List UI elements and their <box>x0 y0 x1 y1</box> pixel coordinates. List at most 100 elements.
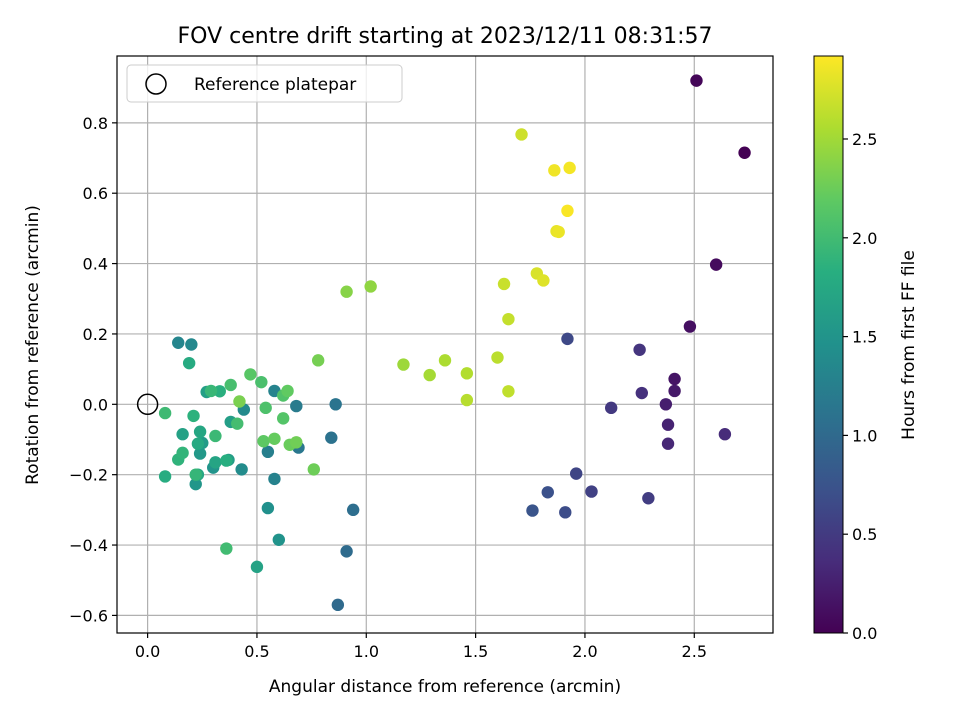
data-point <box>325 431 338 444</box>
x-axis-ticks: 0.0 0.5 1.0 1.5 2.0 2.5 <box>135 633 707 661</box>
data-point <box>561 204 574 218</box>
data-point <box>220 454 233 467</box>
data-point <box>187 409 200 423</box>
data-point <box>209 456 222 469</box>
colorbar-tick-label: 1.0 <box>852 426 877 445</box>
reference-marker-layer <box>136 393 159 416</box>
chart-title: FOV centre drift starting at 2023/12/11 … <box>178 24 713 49</box>
y-tick-label: 0.2 <box>83 325 108 344</box>
data-point <box>331 598 345 612</box>
legend-label: Reference platepar <box>194 75 356 95</box>
data-point <box>244 368 257 381</box>
data-point <box>268 472 281 486</box>
data-point <box>491 351 504 364</box>
data-point <box>570 467 583 480</box>
colorbar-ticks: 0.0 0.5 1.0 1.5 2.0 2.5 <box>843 130 877 643</box>
colorbar-tick-label: 0.0 <box>852 624 877 643</box>
data-point <box>268 432 281 445</box>
data-point <box>460 367 474 380</box>
data-point <box>193 425 207 438</box>
data-point <box>515 128 528 141</box>
colorbar: 0.0 0.5 1.0 1.5 2.0 2.5 Hours from first FF f… <box>813 55 919 643</box>
data-point <box>460 393 474 407</box>
data-point <box>633 343 646 356</box>
y-tick-label: −0.4 <box>69 536 108 555</box>
grid-lines <box>117 56 773 633</box>
legend-reference-marker <box>145 73 167 95</box>
y-tick-label: 0.8 <box>83 114 108 133</box>
data-point <box>255 375 268 389</box>
data-point <box>397 358 410 371</box>
x-tick-label: 0.5 <box>244 642 269 661</box>
data-point <box>209 429 222 443</box>
data-point <box>346 503 360 517</box>
legend-box <box>126 64 403 103</box>
data-point <box>185 338 198 351</box>
data-point <box>189 477 202 491</box>
data-point <box>250 560 264 574</box>
colorbar-tick-label: 2.0 <box>852 229 877 248</box>
data-point <box>311 354 325 367</box>
data-point <box>193 447 207 460</box>
colorbar-gradient <box>813 55 844 634</box>
data-point <box>642 492 655 505</box>
data-point <box>561 332 574 346</box>
colorbar-label: Hours from first FF file <box>899 250 919 440</box>
data-point <box>290 436 303 449</box>
data-point <box>668 372 681 386</box>
data-point <box>176 446 189 460</box>
data-point <box>257 435 270 448</box>
data-point <box>220 542 233 555</box>
x-tick-label: 2.0 <box>572 642 597 661</box>
data-point <box>659 398 673 411</box>
y-tick-label: −0.6 <box>69 606 108 625</box>
y-tick-label: 0.4 <box>83 255 108 274</box>
data-point <box>497 277 511 291</box>
data-point <box>635 386 648 400</box>
x-axis-label: Angular distance from reference (arcmin) <box>269 677 621 697</box>
data-point <box>585 485 598 498</box>
data-point <box>261 501 275 515</box>
data-point <box>176 428 189 441</box>
data-point <box>191 437 205 450</box>
reference-platepar-marker <box>136 393 159 416</box>
colorbar-tick-label: 0.5 <box>852 525 877 544</box>
data-point <box>158 406 172 420</box>
y-tick-label: 0.0 <box>83 395 108 414</box>
data-point <box>340 545 353 558</box>
data-point <box>235 463 248 476</box>
y-axis-ticks: −0.6 −0.4 −0.2 0.0 0.2 0.4 0.6 0.8 <box>69 114 117 625</box>
x-tick-label: 2.5 <box>682 642 707 661</box>
data-point <box>423 368 436 382</box>
data-point <box>204 384 218 398</box>
data-point <box>158 470 172 483</box>
data-point <box>718 428 732 441</box>
data-point <box>709 258 723 271</box>
data-point <box>548 164 561 177</box>
plot-frame <box>116 55 774 634</box>
data-point <box>502 312 515 326</box>
y-tick-label: −0.2 <box>69 466 108 485</box>
data-point <box>604 401 618 415</box>
data-point <box>233 395 246 408</box>
data-point <box>231 417 244 430</box>
data-point <box>224 378 237 392</box>
data-point <box>213 385 226 398</box>
legend: Reference platepar <box>126 64 403 103</box>
data-point <box>182 356 196 370</box>
data-point <box>541 486 554 499</box>
data-point <box>738 146 751 159</box>
data-point <box>189 468 202 481</box>
data-point <box>364 280 377 293</box>
data-point <box>276 412 290 425</box>
data-point <box>661 418 675 431</box>
data-point <box>438 354 452 367</box>
data-point <box>307 463 320 476</box>
colorbar-tick-label: 1.5 <box>852 328 877 347</box>
data-point <box>552 225 565 239</box>
data-point <box>261 445 275 459</box>
data-point <box>661 437 675 450</box>
data-point <box>502 385 515 398</box>
x-tick-label: 1.0 <box>354 642 379 661</box>
